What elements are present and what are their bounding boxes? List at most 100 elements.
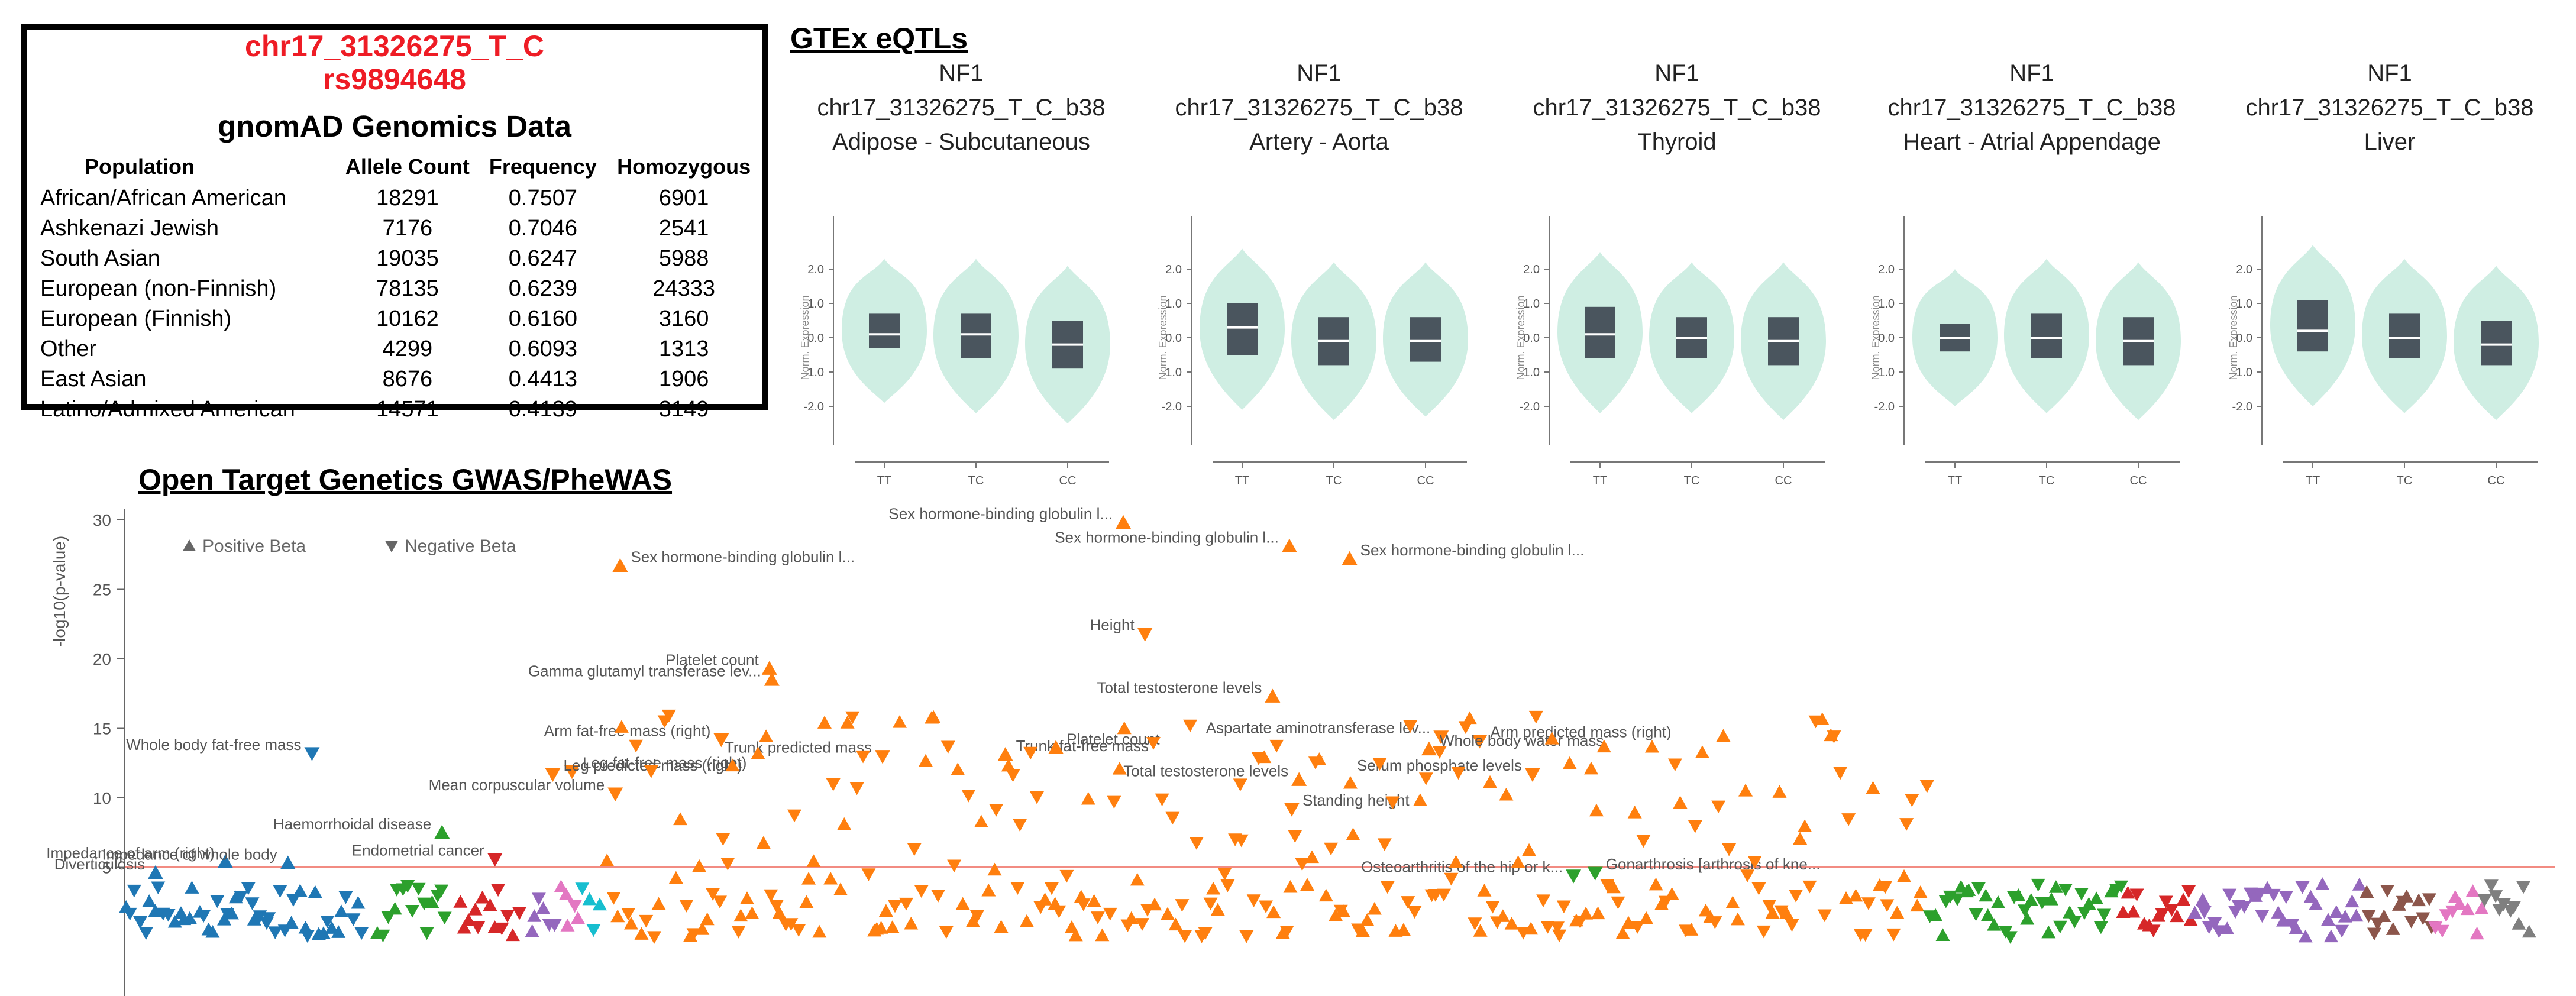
gwas-y-tick-label: 25 xyxy=(93,581,111,599)
gwas-background-point xyxy=(784,918,799,931)
gwas-background-point xyxy=(1524,921,1539,935)
gwas-background-point xyxy=(1636,835,1651,848)
gwas-background-point xyxy=(1499,787,1514,801)
table-cell: 10162 xyxy=(376,306,439,331)
gwas-background-point xyxy=(1644,739,1659,753)
gwas-background-point xyxy=(751,746,765,759)
gwas-background-point xyxy=(2041,925,2056,939)
gwas-background-point xyxy=(2271,906,2286,919)
gwas-background-point xyxy=(205,924,220,938)
gwas-background-point xyxy=(614,720,629,733)
y-tick-label: -2.0 xyxy=(804,400,824,413)
gwas-background-point xyxy=(1522,843,1537,856)
gwas-background-point xyxy=(1511,855,1525,869)
gwas-background-point xyxy=(1708,916,1722,929)
gwas-background-point xyxy=(1979,888,1993,902)
gwas-background-point xyxy=(1695,745,1709,758)
gwas-background-point xyxy=(951,762,965,775)
gwas-background-point xyxy=(2488,890,2503,903)
gwas-background-point xyxy=(731,926,746,939)
gwas-background-point xyxy=(1367,901,1382,915)
gwas-y-tick-label: 30 xyxy=(93,511,111,529)
gwas-point-label: Sex hormone-binding globulin l... xyxy=(1055,529,1279,546)
y-tick-label: -1.0 xyxy=(804,366,824,379)
box xyxy=(2481,321,2512,366)
eqtl-panel: NF1 chr17_31326275_T_C_b38 Artery - Aorta 2… xyxy=(1153,56,1485,487)
x-tick-label: CC xyxy=(2488,474,2505,487)
table-cell: 18291 xyxy=(376,186,439,211)
gwas-background-point xyxy=(955,897,970,910)
x-tick-label: TC xyxy=(2039,474,2055,487)
gwas-background-point xyxy=(713,895,728,908)
gwas-background-point xyxy=(411,882,426,896)
table-cell: European (Finnish) xyxy=(40,306,232,331)
gwas-background-point xyxy=(1630,921,1645,934)
gwas-background-point xyxy=(2367,927,2382,941)
gwas-background-point xyxy=(1266,905,1281,919)
gwas-point xyxy=(761,661,777,675)
gwas-point-label: Diverticulosis xyxy=(54,855,145,873)
gwas-y-tick-label: 15 xyxy=(93,720,111,738)
gwas-background-point xyxy=(661,709,676,723)
gwas-background-point xyxy=(2377,909,2391,923)
eqtl-title: GTEx eQTLs xyxy=(790,22,968,55)
gwas-background-point xyxy=(1210,903,1225,916)
gwas-background-point xyxy=(2416,912,2430,926)
gwas-background-point xyxy=(247,913,261,926)
gwas-background-point xyxy=(527,909,542,922)
gwas-background-point xyxy=(2048,880,2063,893)
gwas-point xyxy=(545,768,561,782)
table-row: East Asian 8676 0.4413 1906 xyxy=(40,364,762,394)
gwas-point-label: Leg fat-free mass (right) xyxy=(583,754,746,771)
gwas-background-point xyxy=(621,907,636,921)
y-tick-label: 0.0 xyxy=(2236,332,2252,345)
gwas-background-point xyxy=(148,904,163,917)
table-cell: 0.6239 xyxy=(508,276,577,301)
y-tick-label: -2.0 xyxy=(1162,400,1182,413)
gwas-background-point xyxy=(1793,832,1808,845)
gwas-background-point xyxy=(2244,887,2258,901)
gwas-background-point xyxy=(1451,767,1466,780)
y-tick-label: 2.0 xyxy=(2236,263,2252,276)
gwas-point-label: Sex hormone-binding globulin l... xyxy=(888,505,1113,523)
gwas-background-point xyxy=(1667,758,1682,772)
eqtl-plot: 2.0 1.0 0.0 -1.0 -2.0 Norm. Expression TT TC CC xyxy=(1515,216,1826,487)
gwas-background-point xyxy=(1910,898,1925,912)
y-axis-label: Norm. Expression xyxy=(1870,295,1882,380)
gwas-background-point xyxy=(1861,897,1876,910)
gwas-background-point xyxy=(1380,881,1395,894)
gwas-background-point xyxy=(610,909,625,923)
gwas-background-point xyxy=(210,895,225,908)
gwas-background-point xyxy=(974,814,988,828)
gwas-background-point xyxy=(1257,750,1272,764)
gwas-background-point xyxy=(745,906,759,920)
gwas-background-point xyxy=(799,895,814,908)
gwas-background-point xyxy=(769,900,784,913)
gwas-background-point xyxy=(1203,897,1218,911)
eqtl-panel: NF1 chr17_31326275_T_C_b38 Adipose - Subcu… xyxy=(796,56,1127,487)
gwas-background-point xyxy=(1168,917,1183,931)
eqtl-gene: NF1 xyxy=(2009,60,2054,86)
gwas-point xyxy=(875,750,891,764)
gwas-background-point xyxy=(182,911,197,924)
gwas-background-point xyxy=(567,900,582,913)
table-cell: 0.6093 xyxy=(508,337,577,361)
gwas-background-point xyxy=(196,910,211,923)
gwas-background-point xyxy=(725,758,740,772)
gwas-background-point xyxy=(1175,899,1190,912)
gwas-background-point xyxy=(629,739,644,753)
gwas-background-point xyxy=(812,924,827,938)
gwas-background-point xyxy=(1458,721,1473,735)
gwas-background-point xyxy=(1544,731,1559,745)
y-tick-label: 0.0 xyxy=(1523,332,1540,345)
x-tick-label: CC xyxy=(1417,474,1434,487)
gwas-background-point xyxy=(1312,752,1327,765)
gwas-point-label: Platelet count xyxy=(1066,730,1160,748)
gwas-background-point xyxy=(1562,756,1577,769)
gwas-background-point xyxy=(468,903,483,916)
gwas-background-point xyxy=(351,895,366,909)
y-tick-label: 2.0 xyxy=(1523,263,1540,276)
gwas-background-point xyxy=(764,889,778,903)
eqtl-tissue: Thyroid xyxy=(1637,129,1717,155)
gwas-background-point xyxy=(293,884,308,897)
